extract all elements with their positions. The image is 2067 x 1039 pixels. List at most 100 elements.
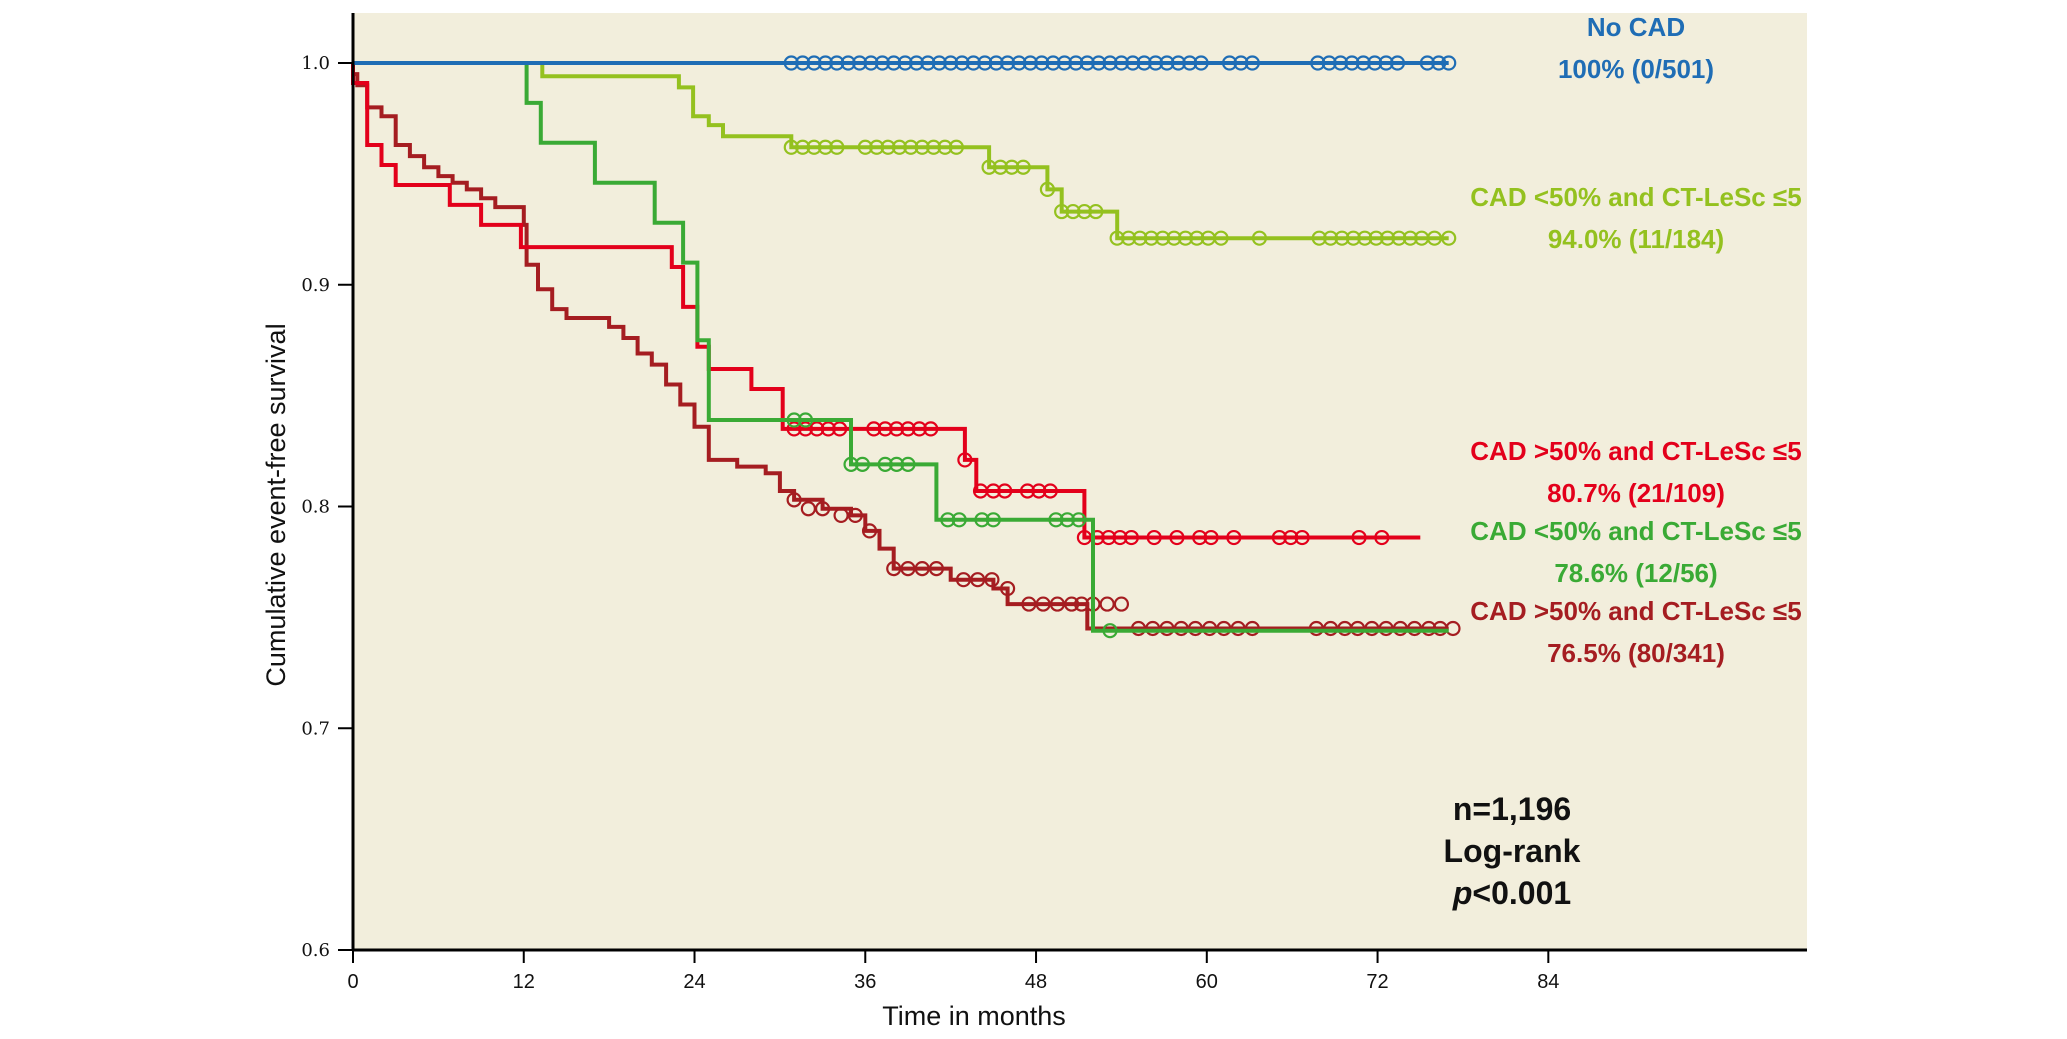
- censor-mark: [974, 512, 990, 528]
- censor-mark: [800, 501, 816, 517]
- survival-curve: [353, 61, 1449, 633]
- censor-mark: [1125, 55, 1141, 71]
- censor-mark: [1332, 55, 1349, 71]
- censor-mark: [847, 507, 863, 523]
- censor-mark: [854, 456, 871, 472]
- censor-mark: [951, 512, 967, 528]
- censor-mark: [1368, 230, 1384, 246]
- censor-mark: [1271, 529, 1287, 546]
- x-ticks: 0 12 24 36 48 60 72 84: [347, 950, 1559, 993]
- censor-mark: [1112, 529, 1128, 546]
- censor-mark: [786, 492, 802, 508]
- annotation-p-value: p<0.001: [1452, 875, 1571, 911]
- censor-mark: [1244, 55, 1260, 71]
- censor-mark: [1213, 230, 1229, 246]
- censor-mark: [1056, 55, 1073, 71]
- censor-mark: [832, 421, 848, 437]
- series-3: [353, 61, 1449, 639]
- censor-mark: [891, 139, 908, 155]
- legend-stat: 80.7% (21/109): [1547, 478, 1725, 508]
- censor-mark: [1021, 596, 1037, 612]
- censor-mark: [1015, 159, 1031, 175]
- censor-mark: [985, 483, 1001, 499]
- censor-mark: [1251, 230, 1268, 246]
- censor-mark: [1049, 596, 1065, 612]
- censor-mark: [1019, 483, 1036, 499]
- survival-curve: [353, 61, 1449, 241]
- censor-mark: [911, 421, 927, 437]
- censor-mark: [1374, 529, 1390, 546]
- censor-mark: [981, 159, 997, 175]
- censor-mark: [1123, 529, 1139, 546]
- censor-mark: [1283, 529, 1299, 546]
- y-tick-label: 0.9: [301, 275, 330, 296]
- censor-mark: [1101, 529, 1117, 546]
- y-tick-label: 0.8: [301, 497, 330, 518]
- legend: No CAD 100% (0/501) CAD <50% and CT-LeSc ≤…: [1470, 12, 1801, 668]
- censor-mark: [1155, 230, 1171, 246]
- censor-mark: [999, 55, 1016, 71]
- censor-mark: [1099, 596, 1115, 612]
- censor-mark: [957, 452, 973, 468]
- censor-mark: [1173, 620, 1189, 637]
- censor-mark: [1294, 529, 1310, 546]
- censor-mark: [783, 55, 799, 71]
- x-tick-label: 36: [854, 971, 876, 993]
- censor-mark: [1004, 159, 1020, 175]
- censor-mark: [886, 55, 902, 71]
- y-tick-label: 0.6: [301, 940, 330, 961]
- censor-mark: [1054, 203, 1070, 220]
- censor-mark: [1202, 620, 1218, 637]
- censor-mark: [1073, 596, 1090, 612]
- censor-mark: [1402, 230, 1418, 246]
- x-tick-label: 0: [347, 971, 358, 993]
- censor-mark: [1311, 230, 1327, 246]
- censor-mark: [888, 456, 905, 472]
- censor-mark: [1076, 203, 1093, 220]
- censor-mark: [866, 421, 882, 437]
- censor-mark: [1203, 529, 1219, 546]
- censor-mark: [806, 139, 822, 155]
- censor-mark: [1351, 529, 1367, 546]
- censor-mark: [1389, 55, 1406, 71]
- censor-mark: [931, 55, 947, 71]
- censor-mark: [1132, 230, 1148, 246]
- censor-mark: [880, 139, 896, 155]
- censor-mark: [851, 55, 868, 71]
- censor-mark: [1091, 55, 1107, 71]
- legend-entry: CAD <50% and CT-LeSc ≤5 78.6% (12/56): [1470, 516, 1801, 588]
- censor-mark: [1120, 230, 1137, 246]
- legend-name: CAD >50% and CT-LeSc ≤5: [1470, 436, 1801, 466]
- censor-mark: [1079, 55, 1095, 71]
- censor-mark: [1059, 512, 1075, 528]
- y-tick-label: 0.7: [301, 718, 330, 739]
- censor-mark: [814, 501, 831, 517]
- censor-mark: [1344, 55, 1360, 71]
- censor-mark: [1323, 620, 1339, 637]
- annotation-test: Log-rank: [1444, 833, 1581, 869]
- censor-mark: [877, 456, 893, 472]
- legend-entry: CAD <50% and CT-LeSc ≤5 94.0% (11/184): [1470, 182, 1801, 254]
- legend-entry: CAD >50% and CT-LeSc ≤5 76.5% (80/341): [1470, 596, 1801, 668]
- y-tick-label: 1.0: [301, 53, 330, 74]
- censor-mark: [997, 483, 1013, 499]
- censor-mark: [943, 55, 959, 71]
- legend-entry: CAD >50% and CT-LeSc ≤5 80.7% (21/109): [1470, 436, 1801, 508]
- censor-mark: [955, 572, 972, 588]
- censor-mark: [1169, 529, 1185, 546]
- censor-mark: [1441, 55, 1457, 71]
- censor-mark: [937, 139, 953, 155]
- censor-mark: [1187, 620, 1204, 637]
- censor-mark: [809, 421, 825, 437]
- censor-mark: [1321, 55, 1337, 71]
- censor-mark: [1113, 596, 1130, 612]
- censor-mark: [1367, 55, 1383, 71]
- x-tick-label: 12: [513, 971, 535, 993]
- censor-mark: [1022, 55, 1038, 71]
- censor-mark: [1230, 620, 1246, 637]
- x-tick-label: 60: [1196, 971, 1218, 993]
- censor-mark: [1192, 529, 1208, 546]
- censor-mark: [1113, 55, 1130, 71]
- censor-mark: [1130, 620, 1147, 637]
